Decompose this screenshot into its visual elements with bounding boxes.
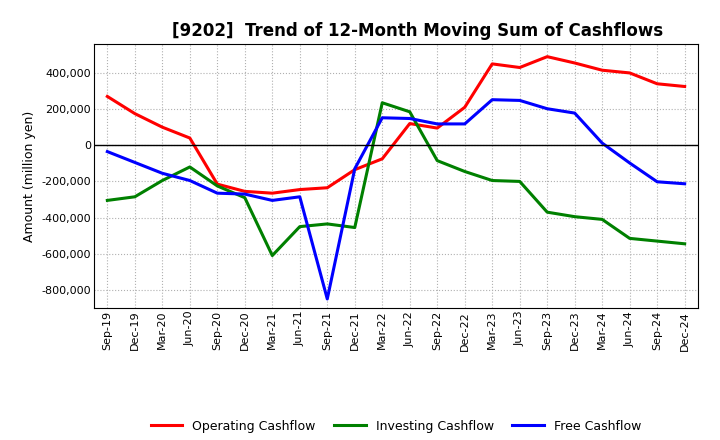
- Investing Cashflow: [186, 164, 194, 169]
- Free Cashflow: [543, 106, 552, 111]
- Investing Cashflow: [130, 194, 139, 199]
- Operating Cashflow: [378, 156, 387, 161]
- Operating Cashflow: [570, 60, 579, 66]
- Operating Cashflow: [405, 121, 414, 126]
- Free Cashflow: [378, 115, 387, 121]
- Free Cashflow: [598, 140, 606, 146]
- Text: [9202]  Trend of 12-Month Moving Sum of Cashflows: [9202] Trend of 12-Month Moving Sum of C…: [172, 22, 663, 40]
- Investing Cashflow: [488, 178, 497, 183]
- Free Cashflow: [516, 98, 524, 103]
- Operating Cashflow: [488, 61, 497, 66]
- Free Cashflow: [295, 194, 304, 199]
- Free Cashflow: [186, 178, 194, 183]
- Operating Cashflow: [433, 125, 441, 131]
- Free Cashflow: [433, 121, 441, 127]
- Investing Cashflow: [653, 238, 662, 244]
- Investing Cashflow: [213, 183, 222, 189]
- Free Cashflow: [405, 116, 414, 121]
- Operating Cashflow: [158, 125, 166, 130]
- Investing Cashflow: [351, 225, 359, 230]
- Investing Cashflow: [460, 169, 469, 174]
- Operating Cashflow: [268, 191, 276, 196]
- Operating Cashflow: [103, 94, 112, 99]
- Free Cashflow: [240, 191, 249, 197]
- Investing Cashflow: [158, 178, 166, 183]
- Free Cashflow: [626, 160, 634, 165]
- Operating Cashflow: [130, 111, 139, 116]
- Free Cashflow: [158, 171, 166, 176]
- Operating Cashflow: [626, 70, 634, 76]
- Investing Cashflow: [598, 217, 606, 222]
- Free Cashflow: [268, 198, 276, 203]
- Free Cashflow: [570, 110, 579, 116]
- Free Cashflow: [351, 166, 359, 172]
- Investing Cashflow: [405, 109, 414, 114]
- Investing Cashflow: [323, 221, 332, 227]
- Free Cashflow: [488, 97, 497, 103]
- Operating Cashflow: [186, 136, 194, 141]
- Investing Cashflow: [103, 198, 112, 203]
- Investing Cashflow: [378, 100, 387, 106]
- Line: Operating Cashflow: Operating Cashflow: [107, 57, 685, 193]
- Free Cashflow: [680, 181, 689, 187]
- Investing Cashflow: [626, 236, 634, 241]
- Operating Cashflow: [653, 81, 662, 86]
- Operating Cashflow: [516, 65, 524, 70]
- Line: Free Cashflow: Free Cashflow: [107, 100, 685, 299]
- Operating Cashflow: [240, 189, 249, 194]
- Operating Cashflow: [543, 54, 552, 59]
- Investing Cashflow: [516, 179, 524, 184]
- Operating Cashflow: [680, 84, 689, 89]
- Free Cashflow: [653, 179, 662, 184]
- Investing Cashflow: [240, 195, 249, 200]
- Operating Cashflow: [323, 185, 332, 191]
- Investing Cashflow: [295, 224, 304, 229]
- Free Cashflow: [460, 121, 469, 127]
- Y-axis label: Amount (million yen): Amount (million yen): [22, 110, 36, 242]
- Free Cashflow: [130, 160, 139, 165]
- Free Cashflow: [323, 296, 332, 301]
- Investing Cashflow: [433, 158, 441, 163]
- Legend: Operating Cashflow, Investing Cashflow, Free Cashflow: Operating Cashflow, Investing Cashflow, …: [146, 414, 646, 437]
- Investing Cashflow: [543, 209, 552, 215]
- Investing Cashflow: [680, 241, 689, 246]
- Free Cashflow: [103, 149, 112, 154]
- Free Cashflow: [213, 191, 222, 196]
- Operating Cashflow: [295, 187, 304, 192]
- Investing Cashflow: [268, 253, 276, 258]
- Operating Cashflow: [460, 105, 469, 110]
- Operating Cashflow: [213, 181, 222, 187]
- Line: Investing Cashflow: Investing Cashflow: [107, 103, 685, 256]
- Operating Cashflow: [351, 167, 359, 172]
- Operating Cashflow: [598, 68, 606, 73]
- Investing Cashflow: [570, 214, 579, 219]
